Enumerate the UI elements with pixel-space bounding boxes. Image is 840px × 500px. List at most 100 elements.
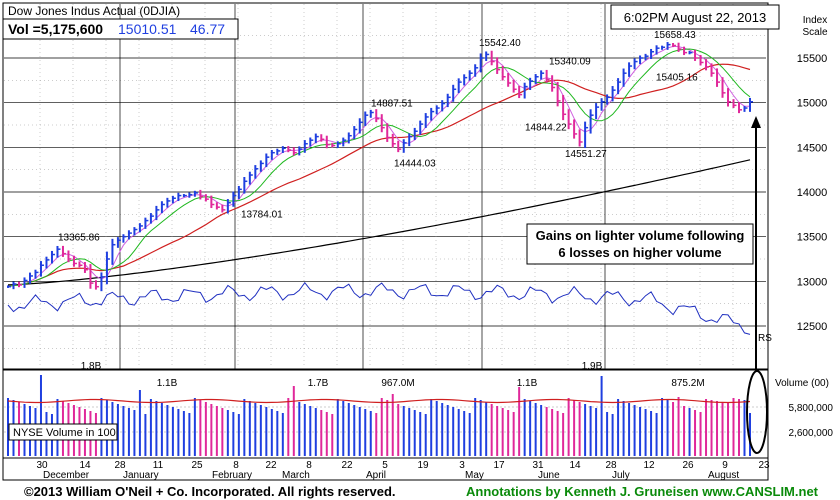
price-bar (710, 63, 715, 77)
price-bar (490, 50, 495, 66)
price-bar (83, 262, 88, 273)
date-tick-12: 12 (643, 460, 655, 471)
price-bar (738, 102, 743, 114)
volume-label-875.2M: 875.2M (671, 378, 704, 389)
date-tick-19: 19 (417, 460, 429, 471)
price-label-15542.40: 15542.40 (479, 38, 521, 49)
price-bar (507, 73, 512, 87)
date-tick-11: 11 (153, 460, 164, 471)
price-bar (369, 109, 374, 118)
relative-strength-line (7, 281, 751, 335)
date-tick-3: 3 (459, 460, 465, 471)
price-bar (688, 50, 693, 55)
annotation-author: Annotations by Kenneth J. Gruneisen (466, 484, 703, 499)
price-bar (655, 45, 660, 55)
date-tick-9: 9 (722, 460, 728, 471)
callout-line1: Gains on lighter volume following (536, 228, 745, 243)
price-bar (116, 237, 121, 248)
rs-label: RS (758, 333, 772, 344)
price-bar (111, 238, 116, 265)
price-bar (496, 57, 501, 74)
price-axis-ticks: 12500 13000 13500 14000 14500 15000 15500 (797, 53, 828, 333)
price-bar (364, 111, 369, 126)
price-bar (45, 256, 50, 269)
stock-chart: 13365.86 13784.01 14887.51 14444.03 15542.40… (2, 2, 834, 481)
price-label-14887.51: 14887.51 (371, 99, 413, 110)
price-bar (479, 53, 484, 73)
timestamp-box (610, 4, 780, 30)
price-bar (529, 77, 534, 90)
price-bar (699, 54, 704, 66)
price-bar (468, 70, 473, 81)
price-bar (331, 142, 336, 148)
canslim-link[interactable]: www.CANSLIM.net (702, 484, 818, 499)
price-bar (463, 74, 468, 86)
price-bar (545, 69, 550, 83)
price-label-14844.22: 14844.22 (525, 123, 567, 134)
price-bar (221, 204, 226, 213)
price-bar (17, 281, 22, 288)
price-bar (551, 75, 556, 92)
price-bar (309, 137, 314, 147)
price-bar (534, 74, 539, 84)
date-tick-30: 30 (36, 460, 48, 471)
price-bar (237, 185, 242, 199)
y-tick-label-13000: 13000 (797, 276, 828, 288)
price-label-14551.27: 14551.27 (565, 149, 607, 160)
price-bar (622, 68, 627, 87)
price-bar (23, 277, 28, 288)
price-bar (628, 62, 633, 77)
price-bar (732, 99, 737, 109)
chart-title: Dow Jones Indus Actual (0DJIA) (8, 4, 180, 18)
price-bar (578, 129, 583, 147)
month-label-august: August (708, 470, 739, 481)
price-bar (50, 250, 55, 264)
price-bar (540, 70, 545, 80)
price-bar (149, 213, 154, 224)
price-bar (320, 134, 325, 142)
long-moving-average-line (7, 159, 751, 286)
price-bar (413, 127, 418, 140)
volume-legend-label: NYSE Volume in 100 (13, 427, 116, 439)
price-bar (160, 201, 165, 214)
price-bar (666, 42, 671, 50)
price-bar (611, 86, 616, 102)
date-tick-31: 31 (532, 460, 544, 471)
price-bar (562, 95, 567, 121)
volume-readout: Vol =5,175,600 (8, 21, 103, 37)
price-bar (595, 103, 600, 120)
date-tick-25: 25 (191, 460, 203, 471)
price-bar (617, 78, 622, 95)
price-bar (122, 234, 127, 243)
price-bar (523, 82, 528, 99)
date-tick-22: 22 (265, 460, 277, 471)
pink-moving-average-line (7, 45, 750, 288)
y-tick-label-12500: 12500 (797, 321, 828, 333)
price-bar (584, 121, 589, 149)
price-bar (512, 79, 517, 93)
price-bar (12, 281, 17, 290)
price-bar (270, 150, 275, 160)
price-bar (452, 84, 457, 102)
index-scale-label-line2: Scale (802, 27, 827, 38)
price-bar (166, 197, 171, 208)
red-moving-average-line (7, 63, 751, 288)
price-bar (34, 269, 39, 279)
price-bar (72, 255, 77, 267)
callout-arrow-head (751, 116, 761, 128)
volume-label-1.9B: 1.9B (582, 361, 603, 372)
price-label-13365.86: 13365.86 (58, 233, 100, 244)
price-bar (650, 48, 655, 59)
price-bar (386, 123, 391, 142)
price-bar (182, 194, 187, 198)
index-scale-label-line1: Index (803, 15, 827, 26)
price-bar (303, 140, 308, 153)
price-bar (633, 58, 638, 70)
date-tick-14: 14 (79, 460, 91, 471)
price-bar (683, 46, 688, 56)
price-bar (144, 217, 149, 229)
y-tick-label-15500: 15500 (797, 53, 828, 65)
price-bar (127, 230, 132, 240)
price-bar (105, 251, 110, 285)
y-tick-label-14000: 14000 (797, 187, 828, 199)
